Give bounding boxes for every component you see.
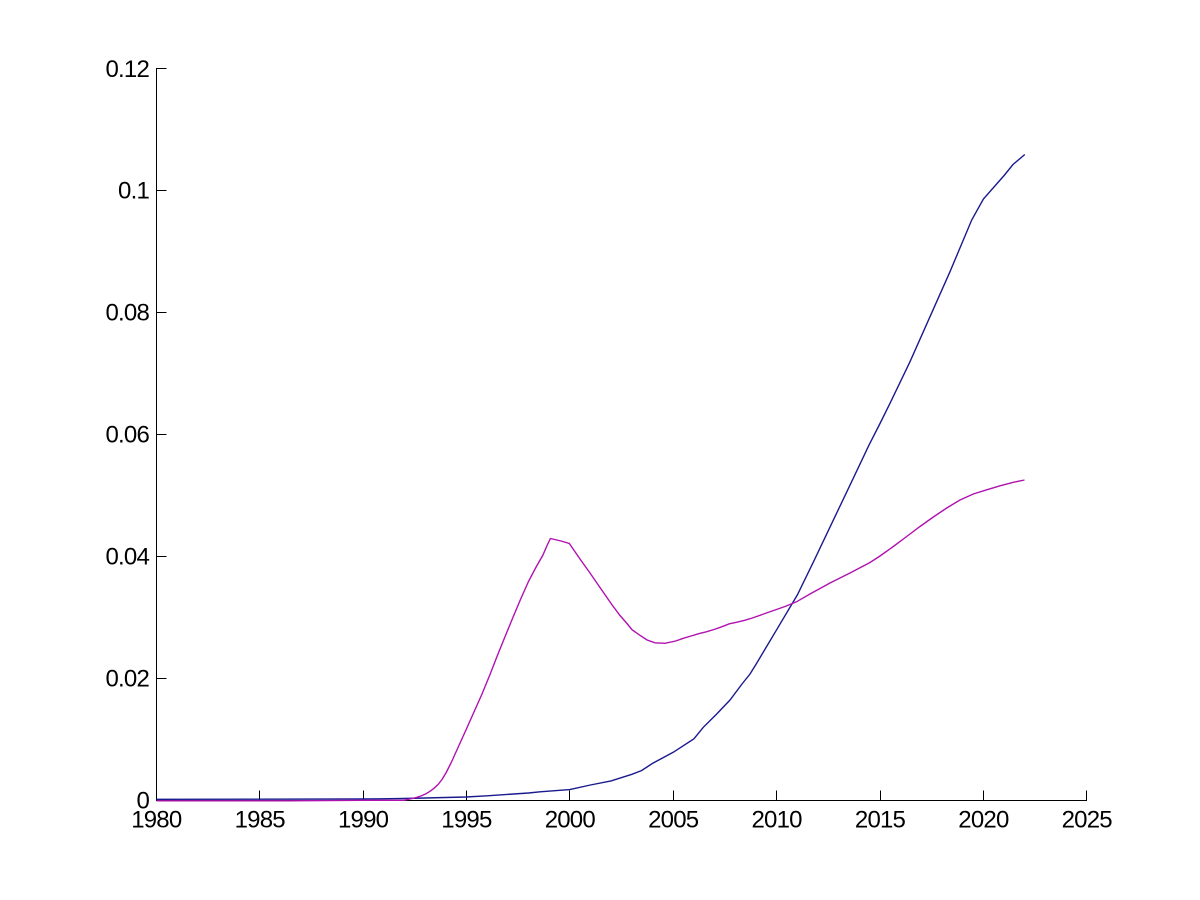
svg-text:0.04: 0.04 [105, 544, 149, 571]
svg-text:0.1: 0.1 [118, 178, 149, 205]
svg-text:1995: 1995 [441, 807, 492, 834]
svg-text:0.08: 0.08 [105, 300, 149, 327]
svg-text:2000: 2000 [545, 807, 596, 834]
svg-text:0.06: 0.06 [105, 422, 149, 449]
svg-text:2010: 2010 [751, 807, 802, 834]
svg-text:1985: 1985 [235, 807, 286, 834]
svg-text:1990: 1990 [338, 807, 389, 834]
svg-text:2015: 2015 [855, 807, 906, 834]
svg-text:0.12: 0.12 [105, 56, 149, 83]
svg-text:1980: 1980 [131, 807, 182, 834]
svg-text:2025: 2025 [1062, 807, 1113, 834]
svg-text:0: 0 [136, 787, 149, 814]
svg-text:0.02: 0.02 [105, 665, 149, 692]
svg-text:2020: 2020 [958, 807, 1009, 834]
svg-text:2005: 2005 [648, 807, 699, 834]
